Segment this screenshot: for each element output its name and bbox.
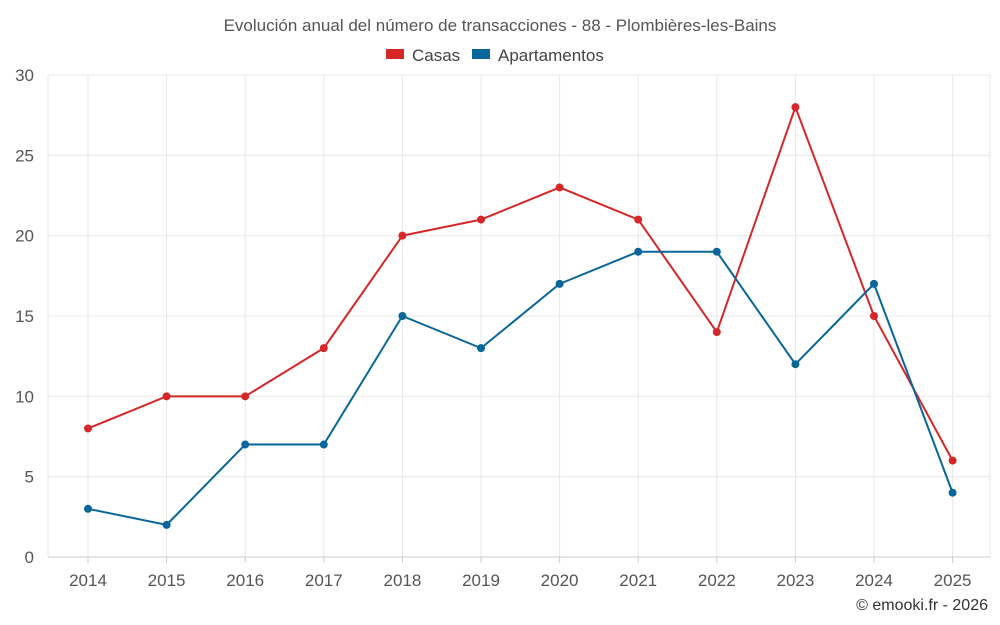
legend-label-apartamentos[interactable]: Apartamentos	[498, 46, 604, 65]
x-tick-label: 2015	[148, 571, 186, 590]
data-point-apartamentos[interactable]	[241, 440, 250, 449]
data-point-apartamentos[interactable]	[477, 344, 485, 353]
data-point-casas[interactable]	[162, 392, 171, 401]
data-point-apartamentos[interactable]	[634, 247, 643, 256]
series	[84, 103, 957, 529]
legend-label-casas[interactable]: Casas	[412, 46, 460, 65]
data-point-casas[interactable]	[398, 231, 407, 240]
x-tick-label: 2024	[855, 571, 893, 590]
y-tick-label: 15	[15, 307, 34, 326]
x-tick-label: 2025	[934, 571, 972, 590]
data-point-casas[interactable]	[791, 103, 800, 112]
data-point-apartamentos[interactable]	[84, 504, 92, 513]
x-tick-label: 2016	[226, 571, 264, 590]
y-tick-label: 30	[15, 66, 34, 85]
data-point-casas[interactable]	[84, 424, 92, 433]
data-point-casas[interactable]	[948, 456, 957, 465]
data-point-apartamentos[interactable]	[712, 247, 721, 256]
x-tick-label: 2021	[619, 571, 657, 590]
y-tick-label: 5	[25, 468, 34, 487]
x-tick-label: 2019	[462, 571, 500, 590]
y-tick-label: 20	[15, 227, 34, 246]
y-tick-label: 10	[15, 387, 34, 406]
data-point-apartamentos[interactable]	[555, 279, 564, 288]
y-tick-label: 25	[15, 146, 34, 165]
data-point-apartamentos[interactable]	[162, 520, 171, 529]
y-axis: 0 5 10 15 20 25 30	[15, 66, 34, 567]
y-tick-label: 0	[25, 548, 34, 567]
x-axis: 2014 2015 2016 2017 2018 2019 2020 2021 2022 2023…	[48, 556, 990, 590]
x-tick-label: 2018	[383, 571, 421, 590]
data-point-casas[interactable]	[555, 183, 564, 192]
data-point-casas[interactable]	[477, 215, 485, 224]
x-tick-label: 2023	[776, 571, 814, 590]
series-line-casas	[87, 106, 954, 462]
legend: Casas Apartamentos	[386, 46, 604, 65]
series-line-apartamentos	[87, 250, 954, 526]
data-point-apartamentos[interactable]	[791, 360, 800, 369]
data-point-apartamentos[interactable]	[870, 279, 878, 288]
x-tick-label: 2017	[305, 571, 343, 590]
credit-text: © emooki.fr - 2026	[856, 597, 988, 614]
chart-title: Evolución anual del número de transaccio…	[224, 16, 777, 35]
data-point-apartamentos[interactable]	[948, 488, 957, 497]
data-point-casas[interactable]	[712, 328, 721, 337]
data-point-casas[interactable]	[319, 344, 328, 353]
legend-swatch-casas	[386, 49, 404, 59]
data-point-casas[interactable]	[634, 215, 643, 224]
legend-swatch-apartamentos	[472, 49, 490, 59]
data-point-casas[interactable]	[870, 312, 878, 320]
x-tick-label: 2014	[69, 571, 107, 590]
data-point-apartamentos[interactable]	[398, 312, 407, 320]
x-tick-label: 2022	[698, 571, 736, 590]
x-tick-label: 2020	[541, 571, 579, 590]
data-point-casas[interactable]	[241, 392, 250, 401]
data-point-apartamentos[interactable]	[319, 440, 328, 449]
